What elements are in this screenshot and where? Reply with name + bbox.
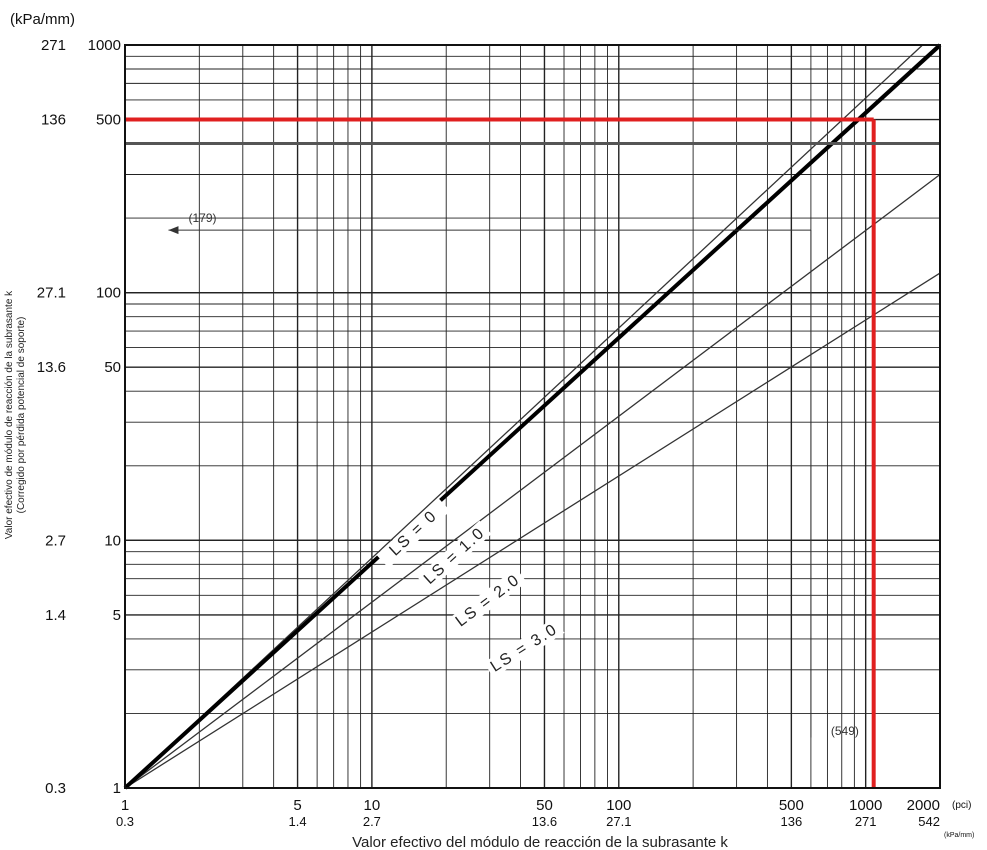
series-label-bg bbox=[376, 497, 451, 569]
y-tick-label: 100 bbox=[96, 285, 121, 302]
x-tick-label: 2000 bbox=[907, 797, 940, 814]
highlight-black-line bbox=[123, 43, 942, 790]
y-tick-kpa: 13.6 bbox=[37, 359, 66, 376]
x-tick-kpa: 2.7 bbox=[363, 814, 381, 829]
x-tick-kpa: 271 bbox=[855, 814, 877, 829]
plot-frame bbox=[124, 44, 941, 789]
x-tick-label: 1 bbox=[121, 797, 129, 814]
x-tick-kpa: 1.4 bbox=[289, 814, 307, 829]
y-tick-kpa: 2.7 bbox=[45, 532, 66, 549]
y-tick-label: 10 bbox=[104, 532, 121, 549]
x-tick-kpa: 27.1 bbox=[606, 814, 631, 829]
tick-labels: 10.351.4102.75013.610027.150013610002712… bbox=[37, 37, 940, 829]
x-tick-kpa: 13.6 bbox=[532, 814, 557, 829]
series-line-3 bbox=[124, 173, 941, 789]
y-tick-label: 500 bbox=[96, 112, 121, 129]
y-tick-kpa: 1.4 bbox=[45, 607, 66, 624]
annotation-1: (179) bbox=[188, 211, 216, 225]
y-tick-label: 5 bbox=[113, 607, 121, 624]
series-label-3: LS = 2.0 bbox=[453, 571, 524, 630]
x-axis-title: Valor efectivo del módulo de reacción de… bbox=[352, 834, 728, 850]
x-tick-label: 500 bbox=[779, 797, 804, 814]
y-tick-kpa: 0.3 bbox=[45, 780, 66, 797]
y-tick-kpa: 136 bbox=[41, 112, 66, 129]
x-tick-label: 100 bbox=[606, 797, 631, 814]
y-tick-label: 1 bbox=[113, 780, 121, 797]
series-lines bbox=[123, 43, 942, 790]
y-axis-subtitle: (Corregido por pérdida potencial de sopo… bbox=[16, 317, 27, 514]
grid bbox=[124, 44, 941, 789]
x-tick-label: 50 bbox=[536, 797, 553, 814]
x-tick-kpa: 136 bbox=[781, 814, 803, 829]
series-label-bg bbox=[483, 617, 565, 678]
annotation-2: (549) bbox=[831, 724, 859, 738]
x-tick-label: 10 bbox=[364, 797, 381, 814]
y-axis-title: Valor efectivo de módulo de reacción de … bbox=[4, 290, 15, 539]
x-unit-bottom: (kPa/mm) bbox=[944, 832, 974, 839]
arrowhead-179 bbox=[168, 226, 179, 235]
y-tick-kpa: 27.1 bbox=[37, 285, 66, 302]
x-unit-top: (pci) bbox=[952, 800, 971, 811]
x-tick-kpa: 0.3 bbox=[116, 814, 134, 829]
annotations: LS = 0LS = 1.0LS = 2.0LS = 3.0(179)(549) bbox=[125, 117, 940, 788]
y-tick-kpa: 271 bbox=[41, 37, 66, 54]
series-label-bg bbox=[448, 567, 527, 633]
x-tick-label: 5 bbox=[293, 797, 301, 814]
x-tick-label: 1000 bbox=[849, 797, 882, 814]
series-line-4 bbox=[124, 272, 941, 789]
y-tick-label: 50 bbox=[104, 359, 121, 376]
series-label-4: LS = 3.0 bbox=[488, 621, 561, 676]
y-tick-label: 1000 bbox=[88, 37, 121, 54]
series-label-bg bbox=[417, 520, 492, 591]
y-unit-label: (kPa/mm) bbox=[10, 11, 75, 28]
x-tick-kpa: 542 bbox=[918, 814, 940, 829]
